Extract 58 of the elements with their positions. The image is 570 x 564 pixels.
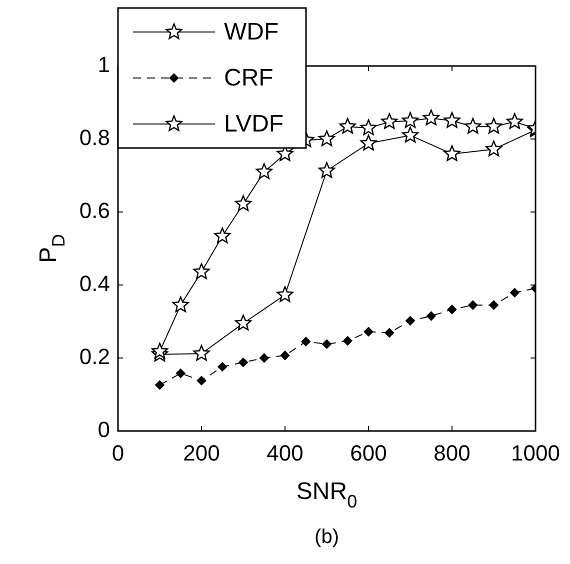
point (318, 162, 336, 178)
point (402, 112, 419, 128)
point (384, 328, 394, 338)
legend-label: CRF (224, 64, 274, 92)
point (172, 296, 189, 312)
point (444, 112, 460, 128)
point (339, 118, 356, 134)
point (280, 350, 290, 360)
point (506, 113, 523, 129)
point (510, 288, 520, 298)
point (193, 263, 210, 279)
point (214, 227, 231, 244)
point (238, 358, 248, 368)
point (381, 113, 398, 129)
point (218, 362, 228, 372)
point (364, 327, 374, 336)
y-tick-label: 0.6 (79, 198, 110, 224)
point (406, 316, 415, 326)
point (322, 339, 332, 349)
point (235, 314, 252, 330)
legend-label: LVDF (224, 110, 284, 138)
x-tick-label: 1000 (511, 440, 560, 466)
y-tick-label: 0.2 (79, 344, 110, 370)
x-tick-label: 600 (350, 440, 387, 466)
x-tick-label: 800 (434, 440, 470, 466)
point (444, 145, 460, 162)
y-tick-label: 0.4 (79, 271, 110, 296)
x-tick-label: 200 (183, 440, 220, 466)
point (259, 353, 269, 363)
legend-label: WDF (224, 18, 279, 46)
y-tick-label: 1 (98, 52, 110, 78)
point (193, 344, 210, 361)
y-tick-label: 0 (98, 417, 110, 442)
point (256, 163, 272, 179)
point (318, 130, 336, 146)
point (468, 300, 478, 310)
point (447, 304, 457, 314)
point (360, 119, 377, 136)
point (360, 134, 377, 150)
point (486, 140, 502, 156)
point (422, 110, 440, 126)
point (276, 286, 294, 302)
x-tick-label: 400 (266, 440, 304, 466)
y-tick-label: 0.8 (79, 125, 110, 150)
point (342, 336, 352, 346)
point (489, 300, 498, 310)
point (426, 311, 436, 321)
point (235, 195, 252, 212)
point (151, 342, 168, 359)
point (402, 126, 419, 142)
point (301, 336, 311, 346)
point (464, 118, 482, 134)
text: (b) (314, 526, 339, 548)
point (196, 376, 206, 386)
point (176, 368, 186, 378)
point (155, 380, 164, 390)
point (486, 118, 502, 134)
y-axis-title: PD (35, 234, 68, 264)
